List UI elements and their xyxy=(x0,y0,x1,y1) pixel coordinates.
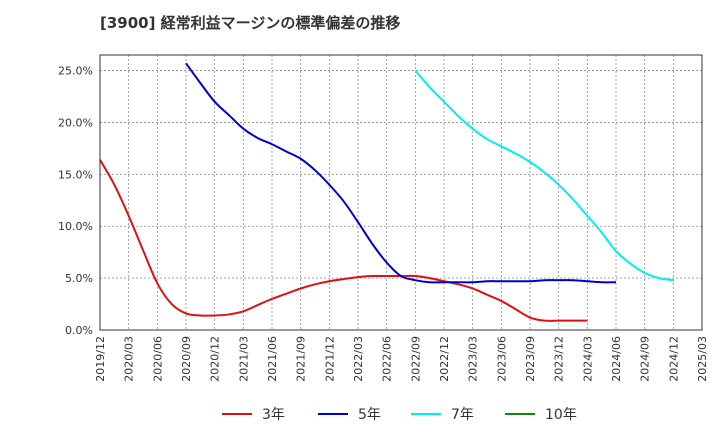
x-tick-label: 2021/03 xyxy=(237,336,250,382)
legend-swatch xyxy=(318,413,348,415)
y-tick-label: 5.0% xyxy=(65,272,93,285)
axis-layer: 0.0% 5.0% 10.0% 15.0% 20.0% 25.0% 2019/12 2020/… xyxy=(58,65,709,382)
y-tick-label: 25.0% xyxy=(58,65,93,78)
legend-item-10y: 10年 xyxy=(505,402,577,426)
legend-swatch xyxy=(222,413,252,415)
series-line-1 xyxy=(99,159,588,322)
x-tick-label: 2022/06 xyxy=(381,336,394,382)
x-tick-label: 2020/03 xyxy=(123,336,136,382)
x-tick-label: 2021/06 xyxy=(266,336,279,382)
x-tick-label: 2022/09 xyxy=(409,336,422,382)
plot-frame xyxy=(99,54,703,331)
y-tick-label: 15.0% xyxy=(58,168,93,181)
legend: 3年 5年 7年 10年 xyxy=(0,402,720,426)
legend-item-5y: 5年 xyxy=(318,402,381,426)
legend-swatch xyxy=(505,413,535,415)
x-tick-label: 2024/03 xyxy=(581,336,594,382)
legend-label: 10年 xyxy=(545,407,577,423)
x-tick-label: 2020/06 xyxy=(151,336,164,382)
x-tick-label: 2023/12 xyxy=(553,336,566,382)
legend-item-3y: 3年 xyxy=(222,402,285,426)
x-tick-label: 2019/12 xyxy=(94,336,107,382)
legend-label: 3年 xyxy=(262,407,285,423)
series-layer xyxy=(99,62,674,322)
legend-label: 5年 xyxy=(358,407,381,423)
y-tick-label: 10.0% xyxy=(58,220,93,233)
x-tick-label: 2023/03 xyxy=(467,336,480,382)
x-tick-label: 2022/12 xyxy=(438,336,451,382)
x-tick-label: 2024/12 xyxy=(667,336,680,382)
y-tick-label: 20.0% xyxy=(58,116,93,129)
x-tick-label: 2020/12 xyxy=(209,336,222,382)
x-tick-label: 2021/09 xyxy=(295,336,308,382)
x-tick-label: 2023/09 xyxy=(524,336,537,382)
legend-label: 7年 xyxy=(451,407,474,423)
x-tick-label: 2020/09 xyxy=(180,336,193,382)
x-tick-label: 2024/06 xyxy=(610,336,623,382)
x-tick-label: 2024/09 xyxy=(639,336,652,382)
chart-title: [3900] 経常利益マージンの標準偏差の推移 xyxy=(100,14,401,32)
grid-layer xyxy=(100,55,702,330)
series-line-2 xyxy=(185,62,617,284)
x-tick-label: 2023/06 xyxy=(495,336,508,382)
series-line-3 xyxy=(414,69,674,282)
legend-item-7y: 7年 xyxy=(411,402,474,426)
x-tick-label: 2022/03 xyxy=(352,336,365,382)
x-tick-label: 2025/03 xyxy=(696,336,709,382)
legend-swatch xyxy=(411,413,441,415)
x-tick-label: 2021/12 xyxy=(323,336,336,382)
y-tick-label: 0.0% xyxy=(65,324,93,337)
